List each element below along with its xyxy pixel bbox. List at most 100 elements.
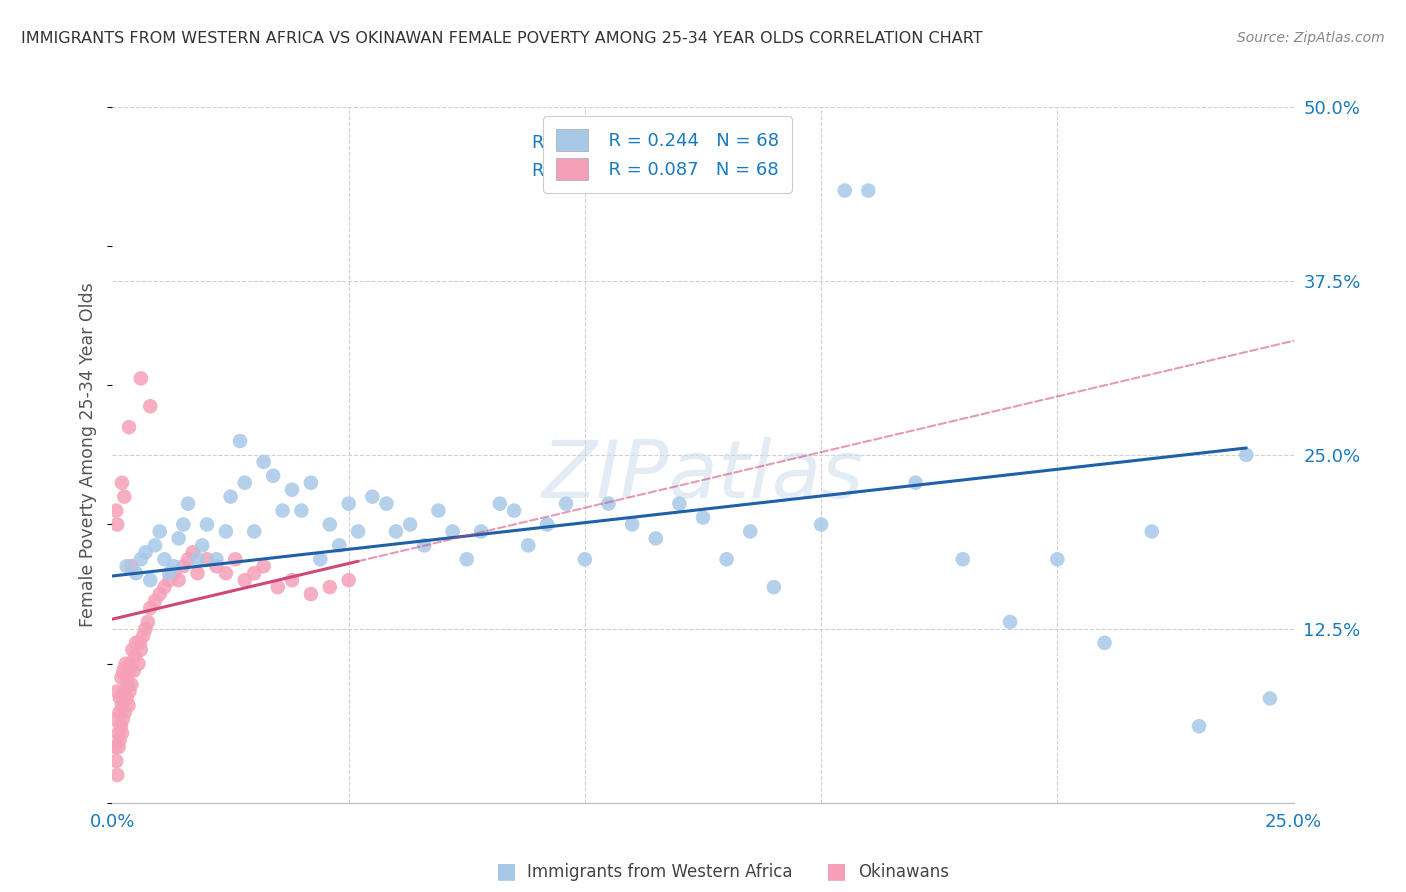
Point bbox=[105, 768, 128, 782]
Point bbox=[299, 475, 322, 490]
Point bbox=[470, 524, 492, 539]
Point bbox=[253, 455, 276, 469]
Point bbox=[157, 566, 180, 581]
Point bbox=[644, 532, 666, 546]
Point bbox=[271, 503, 294, 517]
Point bbox=[124, 649, 146, 664]
Point bbox=[337, 497, 360, 511]
Point bbox=[195, 517, 218, 532]
Point bbox=[105, 503, 128, 517]
Point bbox=[834, 184, 856, 198]
Point bbox=[172, 559, 194, 574]
Point bbox=[117, 677, 139, 691]
Point bbox=[347, 524, 370, 539]
Point bbox=[135, 622, 157, 636]
Point bbox=[104, 712, 127, 726]
Text: ■: ■ bbox=[496, 862, 516, 881]
Point bbox=[229, 434, 252, 448]
Point bbox=[1094, 636, 1116, 650]
Point bbox=[177, 552, 200, 566]
Point bbox=[153, 580, 176, 594]
Point bbox=[299, 587, 322, 601]
Text: R = 0.244: R = 0.244 bbox=[531, 134, 623, 153]
Point bbox=[167, 532, 190, 546]
Point bbox=[111, 726, 134, 740]
Point bbox=[112, 490, 135, 504]
Point bbox=[157, 573, 180, 587]
Point bbox=[122, 664, 145, 678]
Point bbox=[215, 566, 238, 581]
Point bbox=[104, 740, 127, 755]
Point bbox=[111, 712, 134, 726]
Point bbox=[125, 566, 148, 581]
Point bbox=[427, 503, 450, 517]
Text: R = 0.087: R = 0.087 bbox=[531, 162, 621, 180]
Point bbox=[762, 580, 785, 594]
Point bbox=[262, 468, 284, 483]
Point bbox=[120, 657, 142, 671]
Point bbox=[128, 636, 150, 650]
Legend:   R = 0.244   N = 68,   R = 0.087   N = 68: R = 0.244 N = 68, R = 0.087 N = 68 bbox=[543, 116, 792, 193]
Point bbox=[205, 552, 228, 566]
Point bbox=[205, 559, 228, 574]
Point bbox=[319, 517, 342, 532]
Point bbox=[108, 733, 131, 747]
Point bbox=[163, 559, 186, 574]
Point bbox=[115, 671, 138, 685]
Point bbox=[195, 552, 218, 566]
Point bbox=[328, 538, 350, 552]
Point bbox=[143, 538, 166, 552]
Point bbox=[107, 726, 129, 740]
Point bbox=[136, 615, 159, 629]
Point bbox=[108, 691, 131, 706]
Point bbox=[904, 475, 927, 490]
Point bbox=[858, 184, 880, 198]
Point bbox=[555, 497, 578, 511]
Point bbox=[112, 664, 135, 678]
Point bbox=[413, 538, 436, 552]
Point bbox=[167, 573, 190, 587]
Text: IMMIGRANTS FROM WESTERN AFRICA VS OKINAWAN FEMALE POVERTY AMONG 25-34 YEAR OLDS : IMMIGRANTS FROM WESTERN AFRICA VS OKINAW… bbox=[21, 31, 983, 46]
Point bbox=[1258, 691, 1281, 706]
Point bbox=[117, 698, 139, 713]
Point bbox=[219, 490, 242, 504]
Text: Immigrants from Western Africa: Immigrants from Western Africa bbox=[527, 863, 793, 881]
Point bbox=[309, 552, 332, 566]
Point bbox=[337, 573, 360, 587]
Point bbox=[186, 566, 208, 581]
Text: N = 68: N = 68 bbox=[658, 134, 725, 153]
Point bbox=[253, 559, 276, 574]
Point bbox=[385, 524, 408, 539]
Point bbox=[114, 657, 136, 671]
Point bbox=[574, 552, 596, 566]
Point bbox=[215, 524, 238, 539]
Point bbox=[233, 573, 256, 587]
Point bbox=[281, 483, 304, 497]
Point bbox=[110, 719, 132, 733]
Point bbox=[108, 706, 131, 720]
Point bbox=[143, 594, 166, 608]
Point bbox=[399, 517, 422, 532]
Point bbox=[105, 684, 128, 698]
Point bbox=[375, 497, 398, 511]
Point bbox=[598, 497, 620, 511]
Point bbox=[135, 545, 157, 559]
Point bbox=[177, 497, 200, 511]
Point bbox=[319, 580, 342, 594]
Point bbox=[441, 524, 464, 539]
Point bbox=[149, 587, 172, 601]
Point bbox=[132, 629, 155, 643]
Point bbox=[120, 559, 142, 574]
Point bbox=[1234, 448, 1257, 462]
Point bbox=[118, 420, 141, 434]
Point bbox=[290, 503, 312, 517]
Point bbox=[489, 497, 512, 511]
Point bbox=[115, 691, 138, 706]
Point bbox=[243, 524, 266, 539]
Point bbox=[810, 517, 832, 532]
Point bbox=[149, 524, 172, 539]
Point bbox=[191, 538, 214, 552]
Text: ■: ■ bbox=[827, 862, 846, 881]
Point bbox=[114, 706, 136, 720]
Text: Okinawans: Okinawans bbox=[858, 863, 949, 881]
